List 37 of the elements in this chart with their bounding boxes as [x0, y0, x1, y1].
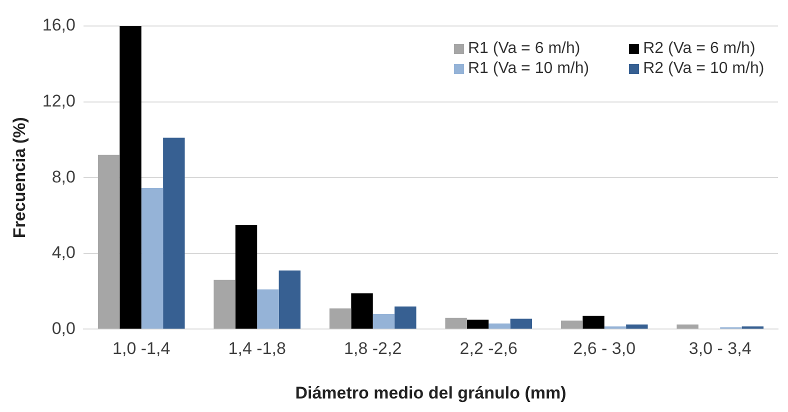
- bar: [278, 270, 301, 329]
- bar: [626, 324, 648, 329]
- legend-label: R2 (Va = 10 m/h): [643, 60, 764, 78]
- bar: [445, 318, 467, 329]
- bar: [329, 308, 352, 329]
- legend-label: R2 (Va = 6 m/h): [643, 40, 756, 58]
- x-tick-label: 1,8 -2,2: [344, 339, 402, 358]
- x-tick-label: 3,0 - 3,4: [688, 339, 752, 358]
- bar: [560, 320, 583, 329]
- bar: [257, 289, 279, 329]
- legend-label: R1 (Va = 6 m/h): [468, 40, 580, 58]
- y-tick-label: 0,0: [52, 318, 76, 338]
- bar: [488, 324, 510, 329]
- bar: [235, 224, 258, 329]
- y-tick-label: 8,0: [52, 167, 76, 186]
- x-tick-label: 2,6 - 3,0: [573, 339, 636, 358]
- bar: [141, 188, 164, 329]
- y-tick-label: 12,0: [42, 91, 76, 110]
- bar: [372, 314, 395, 329]
- bar: [466, 320, 489, 329]
- bar: [163, 138, 185, 329]
- y-tick-label: 16,0: [42, 16, 76, 35]
- bar: [98, 154, 120, 329]
- y-axis-title: Frecuencia (%): [10, 117, 29, 238]
- bar: [351, 293, 373, 329]
- x-axis-title: Diámetro medio del gránulo (mm): [295, 383, 566, 402]
- bar: [120, 26, 142, 329]
- y-tick-label: 4,0: [52, 243, 76, 262]
- bar: [676, 324, 698, 329]
- bar: [510, 318, 532, 329]
- x-tick-label: 2,2 -2,6: [460, 339, 518, 358]
- x-tick-label: 1,4 -1,8: [228, 339, 286, 358]
- bar: [394, 306, 416, 329]
- bar: [214, 280, 236, 329]
- legend-label: R1 (Va = 10 m/h): [468, 60, 590, 78]
- x-tick-label: 1,0 -1,4: [112, 339, 170, 358]
- bar: [582, 316, 604, 329]
